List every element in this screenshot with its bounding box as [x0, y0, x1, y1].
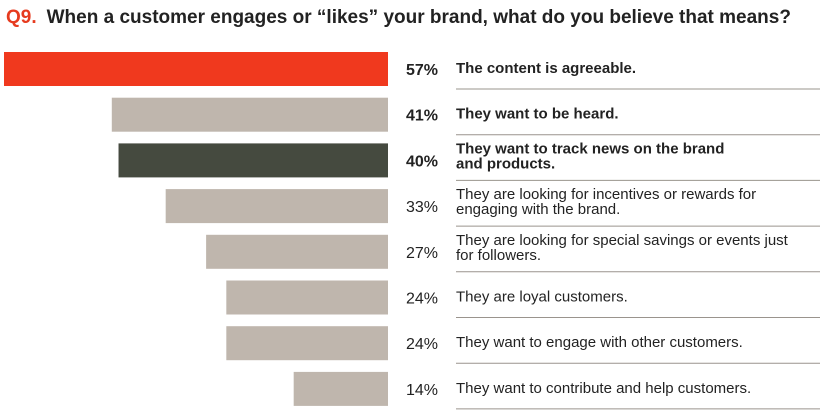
- value-label: 33%: [406, 199, 438, 216]
- value-label: 24%: [406, 336, 438, 353]
- value-label: 41%: [406, 108, 438, 125]
- bar: [226, 280, 388, 315]
- bar-row: 27% They are looking for special savings …: [206, 232, 820, 273]
- bar-row: 41% They want to be heard.: [111, 97, 820, 136]
- question-text: When a customer engages or “likes” your …: [46, 7, 791, 28]
- bar-row: 24% They are loyal customers.: [226, 280, 820, 318]
- bar-row: 33% They are looking for incentives or re…: [165, 186, 820, 227]
- bar: [111, 97, 388, 132]
- value-label: 24%: [406, 291, 438, 308]
- bar: [165, 189, 388, 224]
- value-label: 14%: [406, 382, 438, 399]
- category-label: They want to be heard.: [456, 106, 619, 123]
- bar: [118, 143, 389, 178]
- category-label: They want to track news on the brand and …: [456, 140, 724, 172]
- bar: [293, 371, 388, 406]
- value-label: 57%: [406, 62, 438, 79]
- bar: [226, 326, 388, 361]
- chart-title: Q9. When a customer engages or “likes” yo…: [6, 4, 791, 32]
- bar-row: 57% The content is agreeable.: [4, 52, 820, 90]
- bar-row: 40% They want to track news on the brand a…: [118, 140, 820, 181]
- category-label: They are looking for special savings or …: [456, 232, 789, 264]
- category-label: They want to engage with other customers…: [456, 334, 743, 351]
- category-label: They are loyal customers.: [456, 289, 628, 306]
- bar: [4, 52, 388, 86]
- bar-row: 24% They want to engage with other custom…: [226, 326, 820, 364]
- category-label: The content is agreeable.: [456, 60, 636, 77]
- value-label: 40%: [406, 153, 438, 170]
- category-label: They want to contribute and help custome…: [456, 380, 751, 397]
- category-label: They are looking for incentives or rewar…: [456, 186, 756, 218]
- question-number: Q9.: [6, 7, 37, 28]
- bar-row: 14% They want to contribute and help cust…: [293, 371, 820, 410]
- bar: [206, 234, 388, 269]
- value-label: 27%: [406, 245, 438, 262]
